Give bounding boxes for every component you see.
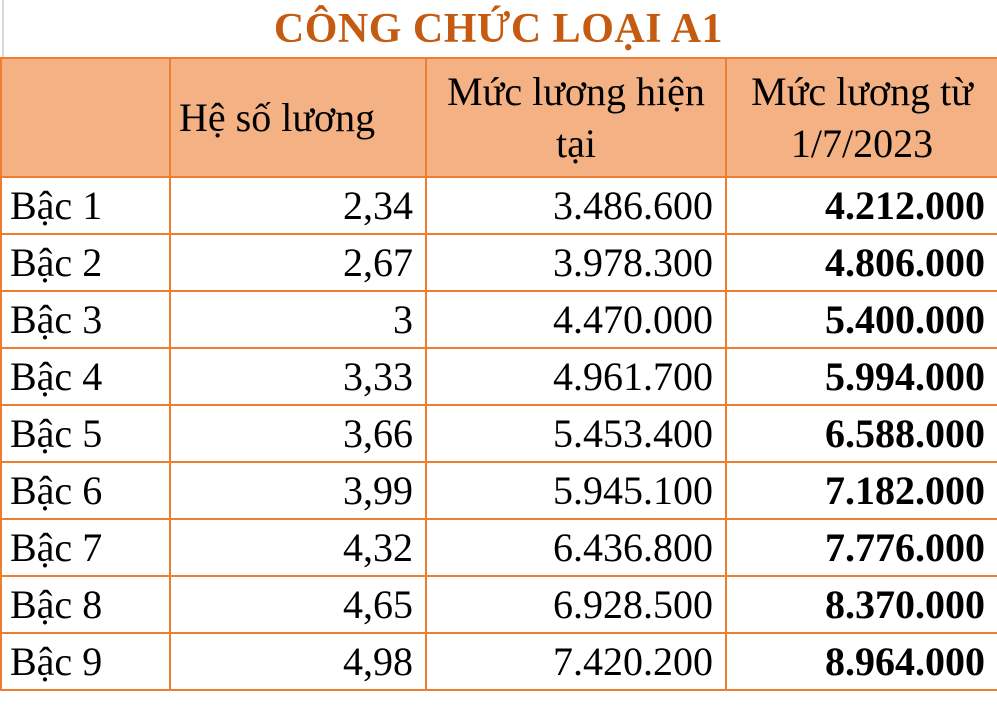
coefficient-cell: 3,33: [169, 347, 427, 406]
new-salary-cell: 4.212.000: [725, 176, 997, 235]
table-body: Bậc 1 2,34 3.486.600 4.212.000 Bậc 2 2,6…: [0, 176, 997, 691]
new-salary-cell: 7.776.000: [725, 518, 997, 577]
current-salary-cell: 3.978.300: [425, 233, 727, 292]
table-row: Bậc 4 3,33 4.961.700 5.994.000: [0, 347, 997, 406]
row-label: Bậc 3: [0, 290, 171, 349]
new-salary-cell: 6.588.000: [725, 404, 997, 463]
new-salary-cell: 8.370.000: [725, 575, 997, 634]
table-row: Bậc 5 3,66 5.453.400 6.588.000: [0, 404, 997, 463]
coefficient-cell: 2,67: [169, 233, 427, 292]
table-row: Bậc 8 4,65 6.928.500 8.370.000: [0, 575, 997, 634]
row-label: Bậc 8: [0, 575, 171, 634]
table-row: Bậc 6 3,99 5.945.100 7.182.000: [0, 461, 997, 520]
current-salary-cell: 4.470.000: [425, 290, 727, 349]
current-salary-cell: 7.420.200: [425, 632, 727, 691]
row-label: Bậc 4: [0, 347, 171, 406]
table-row: Bậc 3 3 4.470.000 5.400.000: [0, 290, 997, 349]
coefficient-cell: 2,34: [169, 176, 427, 235]
coefficient-cell: 3: [169, 290, 427, 349]
table-row: Bậc 2 2,67 3.978.300 4.806.000: [0, 233, 997, 292]
header-row: Hệ số lương Mức lương hiện tại Mức lương…: [0, 57, 997, 178]
table-row: Bậc 7 4,32 6.436.800 7.776.000: [0, 518, 997, 577]
row-label: Bậc 1: [0, 176, 171, 235]
current-salary-cell: 6.436.800: [425, 518, 727, 577]
coefficient-cell: 4,32: [169, 518, 427, 577]
row-label: Bậc 9: [0, 632, 171, 691]
new-salary-cell: 7.182.000: [725, 461, 997, 520]
salary-table: Hệ số lương Mức lương hiện tại Mức lương…: [0, 57, 997, 691]
current-salary-cell: 5.453.400: [425, 404, 727, 463]
table-row: Bậc 1 2,34 3.486.600 4.212.000: [0, 176, 997, 235]
coefficient-cell: 4,65: [169, 575, 427, 634]
current-salary-cell: 5.945.100: [425, 461, 727, 520]
table-header: Hệ số lương Mức lương hiện tại Mức lương…: [0, 57, 997, 178]
header-coefficient: Hệ số lương: [169, 57, 427, 178]
row-label: Bậc 2: [0, 233, 171, 292]
spreadsheet-gridline-artifact: [2, 0, 4, 57]
current-salary-cell: 4.961.700: [425, 347, 727, 406]
current-salary-cell: 6.928.500: [425, 575, 727, 634]
new-salary-cell: 5.994.000: [725, 347, 997, 406]
new-salary-cell: 8.964.000: [725, 632, 997, 691]
coefficient-cell: 3,99: [169, 461, 427, 520]
header-new-salary: Mức lương từ 1/7/2023: [725, 57, 997, 178]
table-row: Bậc 9 4,98 7.420.200 8.964.000: [0, 632, 997, 691]
row-label: Bậc 7: [0, 518, 171, 577]
page-title: CÔNG CHỨC LOẠI A1: [273, 5, 724, 52]
coefficient-cell: 4,98: [169, 632, 427, 691]
new-salary-cell: 5.400.000: [725, 290, 997, 349]
header-current-salary: Mức lương hiện tại: [425, 57, 727, 178]
coefficient-cell: 3,66: [169, 404, 427, 463]
row-label: Bậc 5: [0, 404, 171, 463]
header-blank: [0, 57, 171, 178]
current-salary-cell: 3.486.600: [425, 176, 727, 235]
new-salary-cell: 4.806.000: [725, 233, 997, 292]
row-label: Bậc 6: [0, 461, 171, 520]
